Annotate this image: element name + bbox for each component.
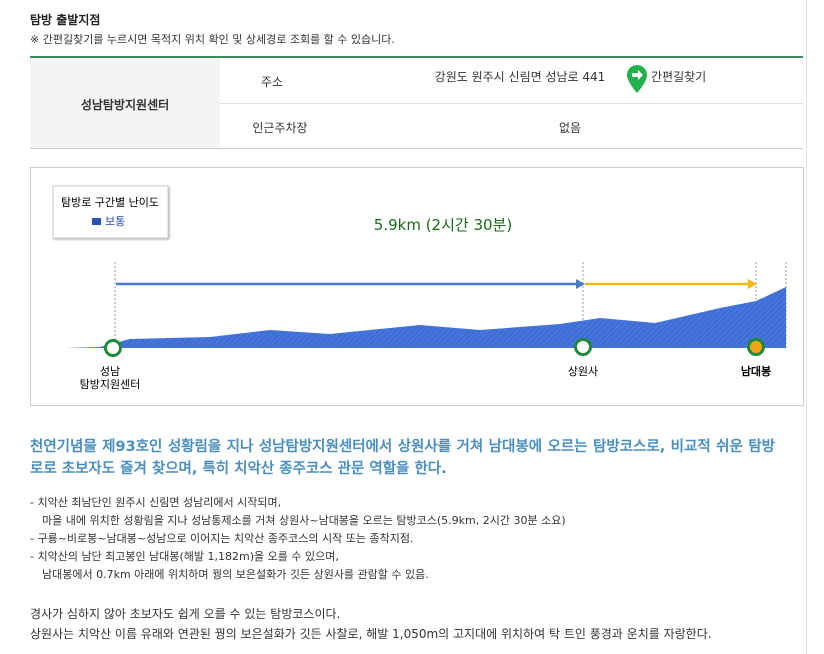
place-cell bbox=[30, 58, 220, 148]
legend-item: 보통 bbox=[105, 215, 125, 228]
row-label: 주소 bbox=[260, 75, 284, 89]
point-start bbox=[104, 339, 122, 357]
parking: 없음 bbox=[558, 121, 582, 135]
place-name: 성남탐방지원센터 bbox=[80, 98, 170, 112]
course-diagram: 탐방로 구간별 난이도 보통 5.9km (2시간 30분) 성남 탐방지원센터 … bbox=[30, 167, 804, 406]
route-button-label: 간편길찾기 bbox=[651, 70, 707, 84]
row-label: 인근주차장 bbox=[252, 121, 308, 135]
legend-swatch bbox=[92, 218, 101, 225]
address: 강원도 원주시 신림면 성남로 441 bbox=[434, 70, 606, 84]
route-button[interactable]: 간편길찾기 bbox=[626, 64, 706, 94]
bullet-line: - 치악산 최남단인 원주시 신림면 성남리에서 시작되며, bbox=[30, 496, 282, 509]
bullet-line: 남대봉에서 0.7km 아래에 위치하며 꿩의 보은설화가 깃든 상원사를 관람… bbox=[42, 568, 429, 581]
bullet-line: - 구룡~비로봉~남대봉~성남으로 이어지는 치악산 종주코스의 시작 또는 종… bbox=[30, 532, 414, 545]
point-end bbox=[747, 338, 765, 356]
legend-title: 탐방로 구간별 난이도 bbox=[61, 196, 159, 209]
point-label: 성남 탐방지원센터 bbox=[80, 365, 141, 391]
arrowhead bbox=[748, 279, 757, 289]
description-heading: 천연기념물 제93호인 성황림을 지나 성남탐방지원센터에서 상원사를 거쳐 남… bbox=[30, 439, 775, 477]
arrowhead bbox=[576, 279, 585, 289]
section-title: 탐방 출발지점 bbox=[30, 13, 101, 27]
bullet-line: - 치악산의 남단 최고봉인 남대봉(해발 1,182m)을 오를 수 있으며, bbox=[30, 550, 339, 563]
legend-box bbox=[52, 185, 169, 239]
table-bottom bbox=[30, 148, 803, 149]
side-strip bbox=[806, 0, 824, 654]
point-label: 남대봉 bbox=[741, 364, 771, 378]
paragraphs: 경사가 심하지 않아 초보자도 쉽게 오를 수 있는 탐방코스이다. 상원사는 치… bbox=[30, 604, 712, 644]
distance: 5.9km (2시간 30분) bbox=[374, 216, 512, 234]
point-label: 상원사 bbox=[568, 365, 598, 378]
bullet-list: - 치악산 최남단인 원주시 신림면 성남리에서 시작되며, 마을 내에 위치한 … bbox=[30, 494, 566, 584]
paragraph: 경사가 심하지 않아 초보자도 쉽게 오를 수 있는 탐방코스이다. bbox=[30, 607, 341, 621]
table-top bbox=[30, 56, 803, 58]
bullet-line: 마을 내에 위치한 성황림을 지나 성남통제소를 거쳐 상원사~남대봉을 오르는… bbox=[42, 514, 566, 527]
note: ※ 간편길찾기를 누르시면 목적지 위치 확인 및 상세경로 조회를 할 수 있… bbox=[30, 33, 395, 46]
paragraph: 상원사는 치악산 이름 유래와 연관된 꿩의 보은설화가 깃든 사찰로, 해발 … bbox=[30, 627, 712, 641]
point-mid bbox=[574, 338, 592, 356]
row-divider bbox=[220, 103, 803, 104]
elevation-profile bbox=[65, 287, 786, 348]
pin-icon bbox=[627, 65, 647, 93]
